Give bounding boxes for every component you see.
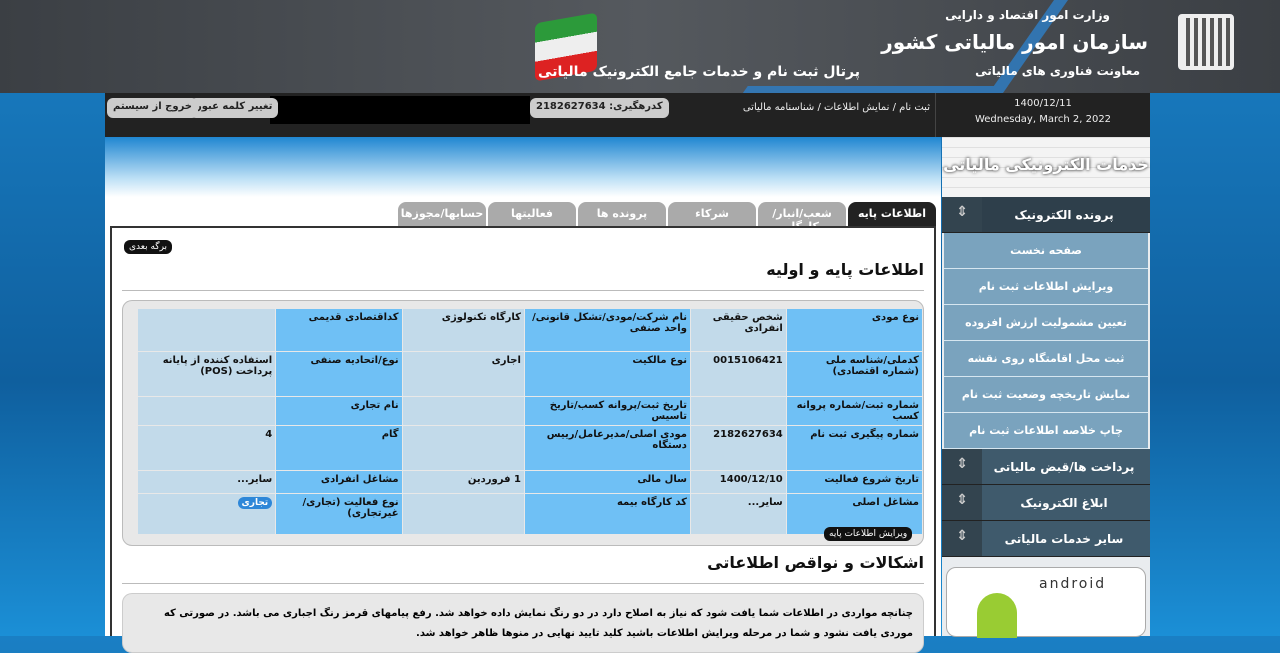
basic-info-box: نوع مودی شخص حقیقی انفرادی نام شرکت/مودی/ت… [122, 300, 924, 546]
date-gregorian: Wednesday, March 2, 2022 [974, 114, 1112, 125]
sidebar-section[interactable]: پرداخت ها/قبض مالیاتی ⇕ [942, 449, 1150, 485]
issues-title: اشکالات و نواقص اطلاعاتی [707, 553, 924, 572]
sidebar-section-label: پرونده الکترونیک [1014, 207, 1114, 222]
change-password-button[interactable]: تغییر کلمه عبور [190, 98, 279, 118]
info-bar: 1400/12/11 Wednesday, March 2, 2022 ثبت ن… [105, 93, 1150, 137]
org-name: سازمان امور مالیاتی کشور [881, 30, 1148, 54]
expand-collapse-icon[interactable]: ⇕ [942, 197, 982, 232]
logout-button[interactable]: خروج از سیستم [107, 98, 199, 118]
tab-activities[interactable]: فعالیتها [488, 202, 576, 226]
next-page-button[interactable]: برگه بعدی [124, 240, 173, 254]
sidebar-item[interactable]: صفحه نخست [944, 233, 1148, 269]
field-label: نوع فعالیت (تجاری/غیرتجاری) [276, 494, 402, 534]
header-gradient [105, 137, 941, 197]
field-label: مودی اصلی/مدیرعامل/رییس دستگاه [524, 426, 690, 470]
breadcrumb: ثبت نام / نمایش اطلاعات / شناسنامه مالیا… [742, 102, 930, 113]
field-label: کداقتصادی قدیمی [276, 309, 402, 351]
divider [122, 583, 924, 584]
sidebar-item[interactable]: ویرایش اطلاعات ثبت نام [944, 269, 1148, 305]
tab-branches[interactable]: شعب/انبار/کارگاه [758, 202, 846, 233]
tax-org-logo [1178, 14, 1234, 70]
android-label: android [1039, 576, 1107, 592]
expand-collapse-icon[interactable]: ⇕ [942, 449, 982, 484]
field-label: نوع مالکیت [524, 352, 690, 396]
field-value [138, 397, 276, 425]
sidebar: خدمات الکترونیکی مالیاتی پرونده الکترونی… [942, 137, 1150, 638]
field-label: تاریخ ثبت/پروانه کسب/تاریخ تاسیس [524, 397, 690, 425]
android-app-banner[interactable]: android [946, 567, 1146, 638]
field-label: تاریخ شروع فعالیت [786, 471, 922, 493]
redacted-name [270, 96, 530, 124]
site-banner: وزارت امور اقتصاد و دارایی سازمان امور م… [0, 0, 1280, 93]
sidebar-header: خدمات الکترونیکی مالیاتی [942, 137, 1150, 197]
field-label: سال مالی [524, 471, 690, 493]
field-value [402, 426, 524, 470]
field-value: تجاری [138, 494, 276, 534]
table-row: شماره ثبت/شماره پروانه کسب تاریخ ثبت/پروا… [138, 397, 922, 425]
field-value: 4 [138, 426, 276, 470]
tab-files[interactable]: پرونده ها [578, 202, 666, 226]
portal-title: پرتال ثبت نام و خدمات جامع الکترونیک مال… [538, 64, 860, 80]
field-value: 2182627634 [690, 426, 786, 470]
sidebar-item[interactable]: تعیین مشمولیت ارزش افزوده [944, 305, 1148, 341]
tab-panel: برگه بعدی اطلاعات پایه و اولیه نوع مودی ش… [110, 226, 936, 653]
field-value: 1400/12/10 [690, 471, 786, 493]
table-row: مشاغل اصلی سایر... کد کارگاه بیمه نوع فعالی… [138, 494, 922, 534]
field-value [138, 309, 276, 351]
field-label: نام تجاری [276, 397, 402, 425]
table-row: نوع مودی شخص حقیقی انفرادی نام شرکت/مودی/ت… [138, 309, 922, 351]
table-row: شماره پیگیری ثبت نام 2182627634 مودی اصلی/… [138, 426, 922, 470]
field-value: اجاری [402, 352, 524, 396]
table-row: تاریخ شروع فعالیت 1400/12/10 سال مالی 1 فرو… [138, 471, 922, 493]
field-value [690, 397, 786, 425]
tab-basic-info[interactable]: اطلاعات پایه [848, 202, 936, 226]
sidebar-section[interactable]: سایر خدمات مالیاتی ⇕ [942, 521, 1150, 557]
divider [122, 290, 924, 291]
android-robot-icon [977, 593, 1017, 638]
tab-partners[interactable]: شرکاء [668, 202, 756, 226]
field-label: نام شرکت/مودی/تشکل قانونی/واحد صنفی [524, 309, 690, 351]
section-title: اطلاعات پایه و اولیه [766, 260, 924, 279]
sidebar-item[interactable]: چاپ خلاصه اطلاعات ثبت نام [944, 413, 1148, 449]
field-label: شماره پیگیری ثبت نام [786, 426, 922, 470]
ministry-name: وزارت امور اقتصاد و دارایی [945, 8, 1110, 22]
field-value: کارگاه تکنولوژی [402, 309, 524, 351]
sidebar-item[interactable]: نمایش تاریخچه وضعیت ثبت نام [944, 377, 1148, 413]
tab-accounts[interactable]: حسابها/مجوزها [398, 202, 486, 226]
field-label: کد کارگاه بیمه [524, 494, 690, 534]
field-label: مشاغل انفرادی [276, 471, 402, 493]
field-value [402, 494, 524, 534]
field-value: شخص حقیقی انفرادی [690, 309, 786, 351]
field-value: 1 فروردین [402, 471, 524, 493]
field-label: شماره ثبت/شماره پروانه کسب [786, 397, 922, 425]
field-value [402, 397, 524, 425]
tracking-code: کدرهگیری: 2182627634 [530, 98, 669, 118]
date-persian: 1400/12/11 [1014, 98, 1072, 109]
tab-bar: اطلاعات پایه شعب/انبار/کارگاه شرکاء پرون… [398, 202, 936, 233]
field-value: سایر... [690, 494, 786, 534]
field-label: نوع مودی [786, 309, 922, 351]
sidebar-section-label: سایر خدمات مالیاتی [1004, 531, 1124, 546]
field-label: گام [276, 426, 402, 470]
edit-basic-info-button[interactable]: ویرایش اطلاعات پایه [824, 527, 913, 541]
deputy-name: معاونت فناوری های مالیاتی [975, 64, 1140, 78]
field-label: نوع/اتحادیه صنفی [276, 352, 402, 396]
sidebar-section-label: پرداخت ها/قبض مالیاتی [993, 459, 1135, 474]
sidebar-section-label: ابلاغ الکترونیک [1020, 495, 1108, 510]
main-content: اطلاعات پایه شعب/انبار/کارگاه شرکاء پرون… [105, 137, 941, 653]
expand-collapse-icon[interactable]: ⇕ [942, 485, 982, 520]
activity-type-badge: تجاری [237, 497, 273, 509]
expand-collapse-icon[interactable]: ⇕ [942, 521, 982, 556]
field-label: کدملی/شناسه ملی (شماره اقتصادی) [786, 352, 922, 396]
sidebar-section[interactable]: پرونده الکترونیک ⇕ [942, 197, 1150, 233]
date: 1400/12/11 Wednesday, March 2, 2022 [935, 93, 1150, 137]
field-value: سایر... [138, 471, 276, 493]
field-value: 0015106421 [690, 352, 786, 396]
table-row: کدملی/شناسه ملی (شماره اقتصادی) 001510642… [138, 352, 922, 396]
issues-note: چنانچه مواردی در اطلاعات شما یافت شود که… [122, 593, 924, 653]
basic-info-table: نوع مودی شخص حقیقی انفرادی نام شرکت/مودی/ت… [137, 308, 923, 535]
field-value: استفاده کننده از پایانه پرداخت (POS) [138, 352, 276, 396]
sidebar-section[interactable]: ابلاغ الکترونیک ⇕ [942, 485, 1150, 521]
sidebar-item[interactable]: ثبت محل اقامتگاه روی نقشه [944, 341, 1148, 377]
